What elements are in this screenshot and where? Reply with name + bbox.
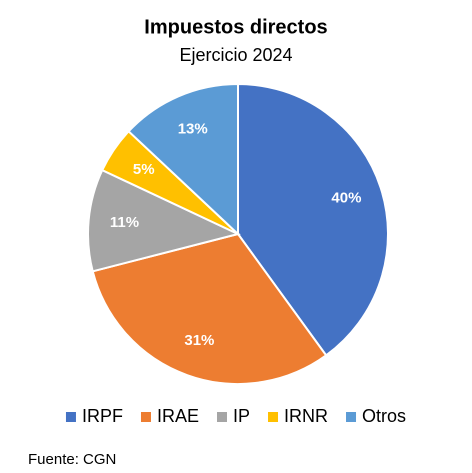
legend-swatch <box>346 412 357 422</box>
legend-swatch <box>268 412 279 422</box>
legend-label: Otros <box>362 406 406 426</box>
legend-label: IP <box>233 406 250 426</box>
pie-slice <box>91 232 328 385</box>
data-label: 31% <box>184 332 214 349</box>
pie-slice <box>127 82 239 237</box>
source-note: Fuente: CGN <box>28 451 116 468</box>
data-label: 11% <box>110 214 139 231</box>
legend-swatch <box>217 412 227 422</box>
data-label: 40% <box>331 190 361 207</box>
chart-subtitle: Ejercicio 2024 <box>179 45 292 65</box>
chart-title: Impuestos directos <box>144 16 327 38</box>
legend-label: IRPF <box>82 406 123 426</box>
legend-swatch <box>140 412 151 422</box>
legend-label: IRAE <box>157 406 199 426</box>
data-label: 5% <box>133 161 155 178</box>
data-label: 13% <box>178 120 208 137</box>
legend-label: IRNR <box>284 406 328 426</box>
legend-swatch <box>65 412 76 422</box>
pie-slice <box>237 82 389 357</box>
pie-slice <box>87 168 241 273</box>
